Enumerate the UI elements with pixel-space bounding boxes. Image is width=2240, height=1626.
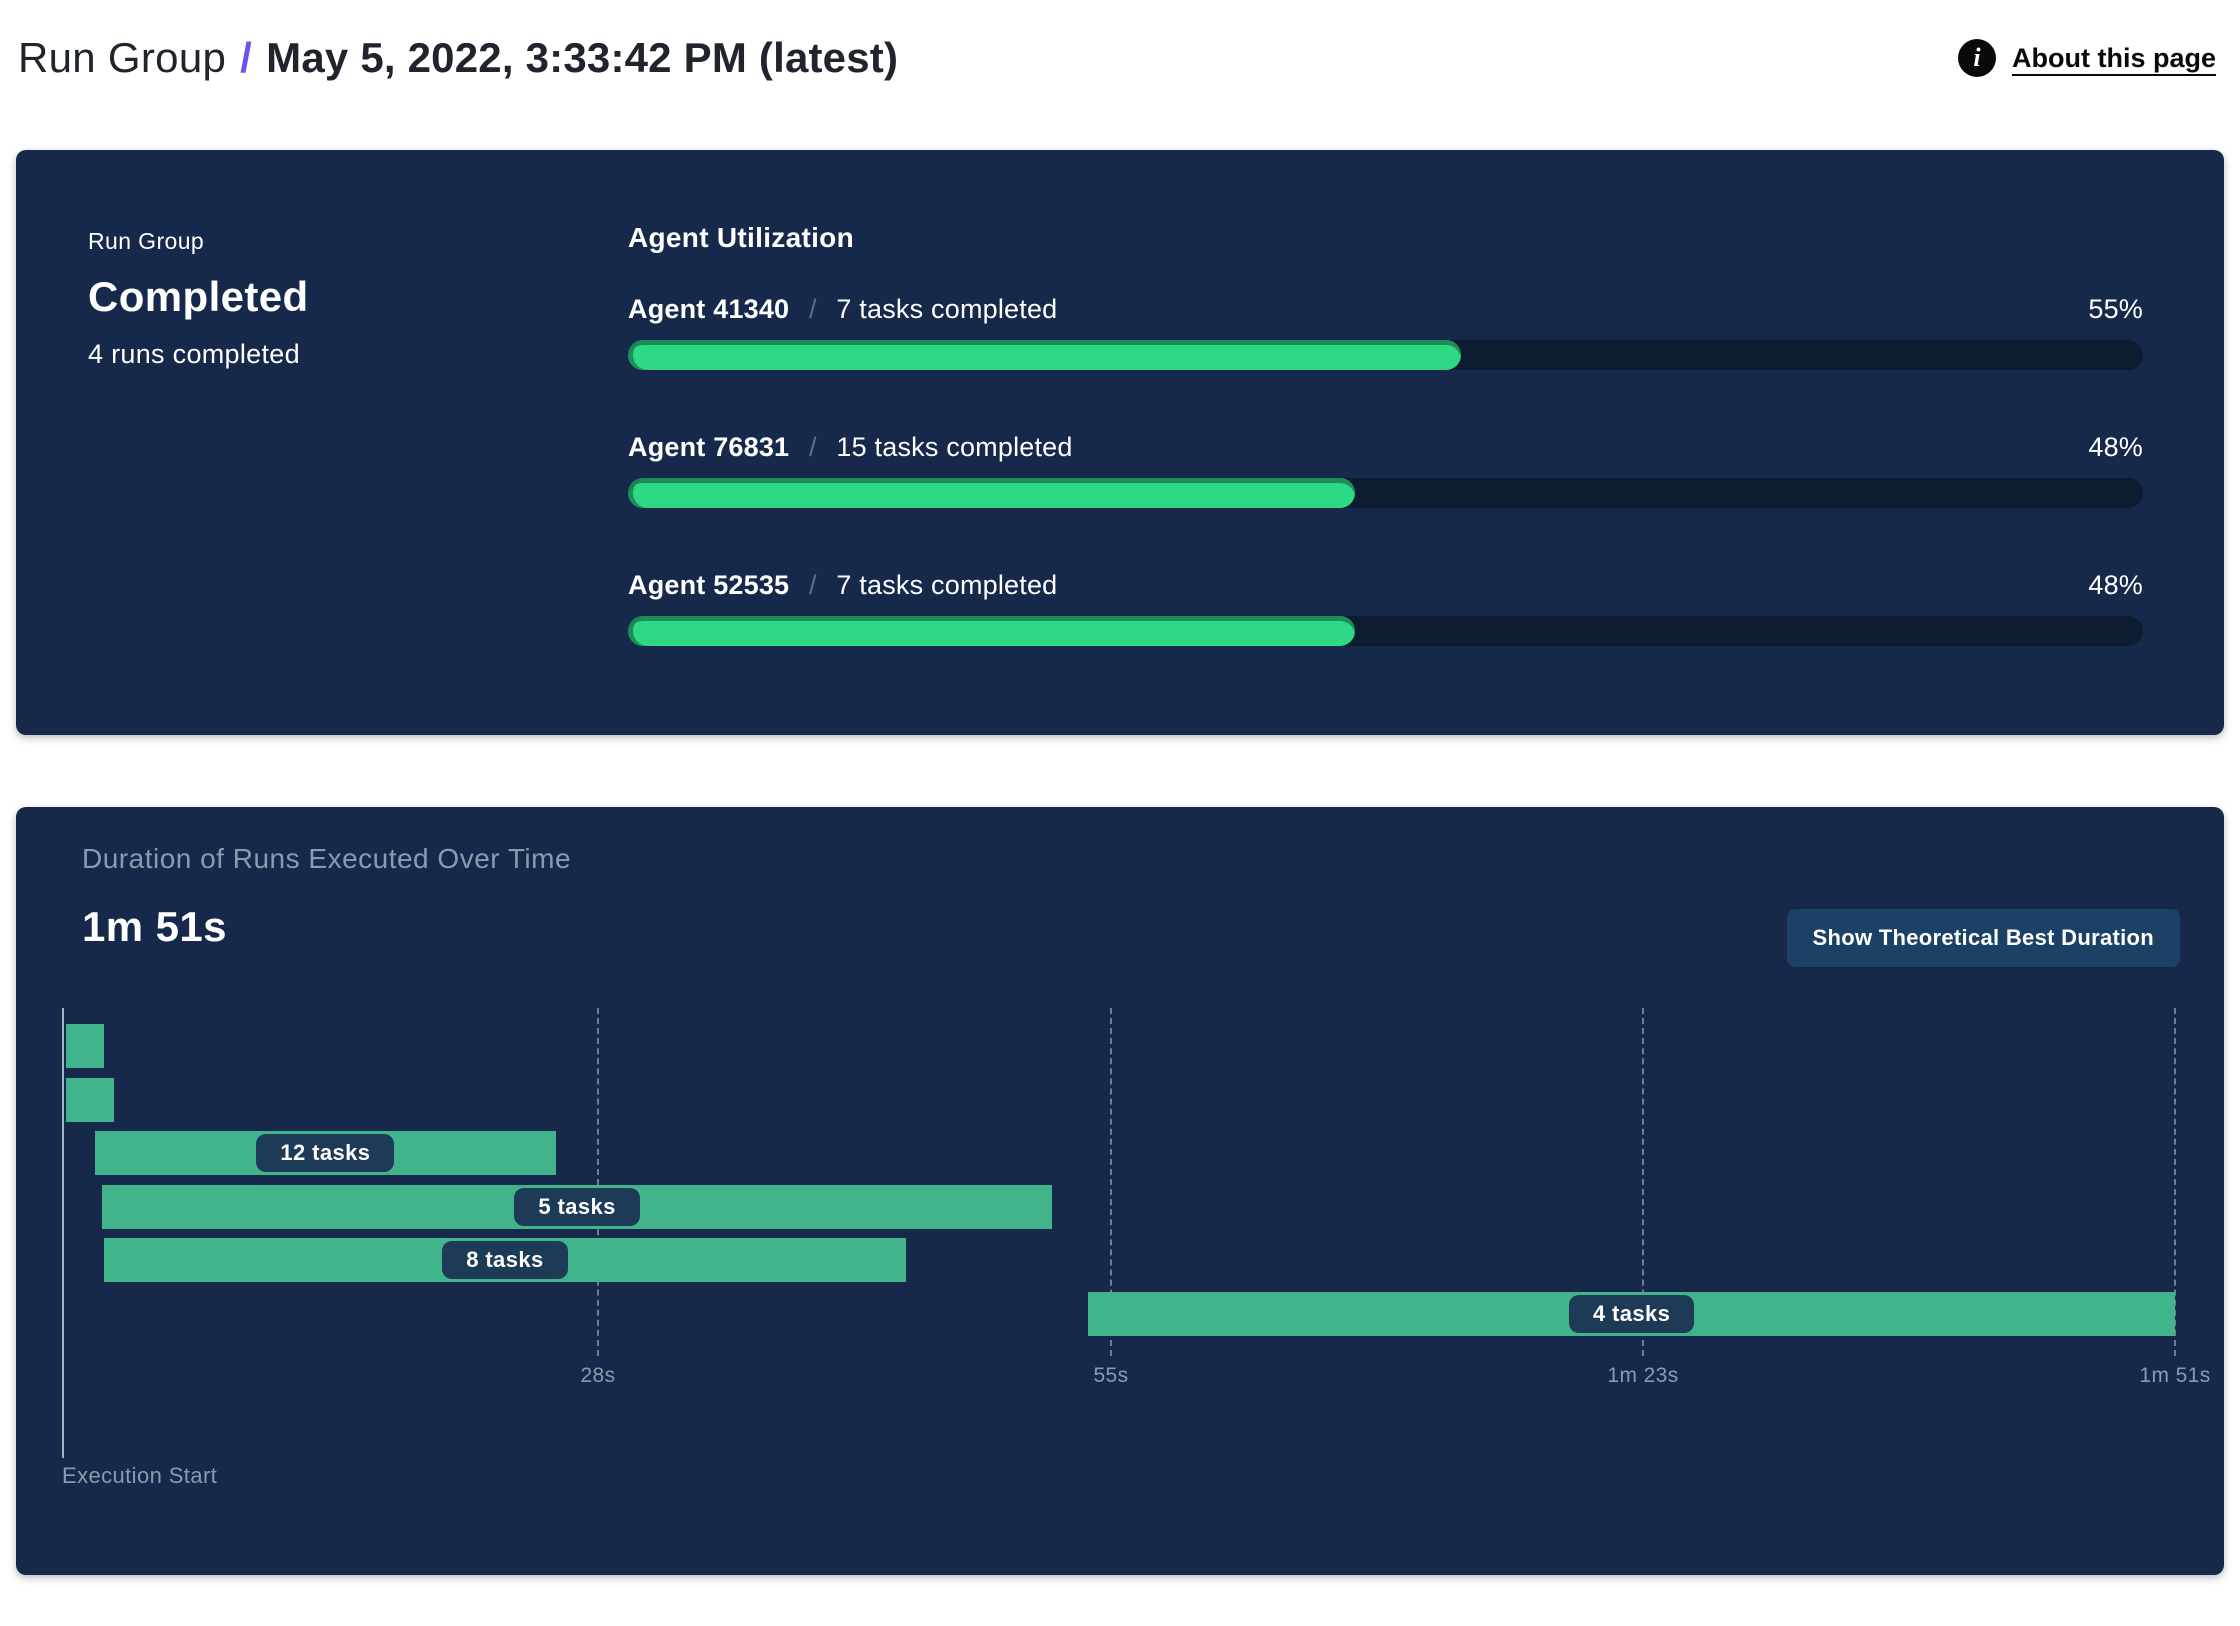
gridline-1m-51s <box>2174 1008 2176 1356</box>
axis-tick-label: 1m 23s <box>1607 1364 1679 1387</box>
breadcrumb-run-group: Run Group <box>18 34 227 81</box>
agent-utilization-rows: Agent 41340 / 7 tasks completed 55% Agen… <box>628 294 2143 646</box>
about-this-page-link[interactable]: About this page <box>2012 42 2216 73</box>
run-bar-2[interactable] <box>66 1077 114 1122</box>
agent-name-separator: / <box>801 432 825 462</box>
agent-utilization-title: Agent Utilization <box>628 222 854 253</box>
utilization-progress-fill <box>628 616 1356 646</box>
gridline-28s <box>597 1008 599 1356</box>
run-group-status-block: Run Group Completed 4 runs completed <box>88 228 309 370</box>
run-group-label: Run Group <box>88 228 205 254</box>
agent-tasks-completed: 7 tasks completed <box>836 570 1058 600</box>
runs-completed-count: 4 runs completed <box>88 339 300 369</box>
gridline-1m-23s <box>1642 1008 1644 1356</box>
agent-utilization-percent: 48% <box>2088 432 2143 462</box>
utilization-progress-track <box>628 340 2143 370</box>
run-bar-6[interactable]: 4 tasks <box>1088 1291 2175 1336</box>
agent-utilization-row: Agent 41340 / 7 tasks completed 55% <box>628 294 2143 370</box>
utilization-progress-track <box>628 616 2143 646</box>
agent-utilization-percent: 55% <box>2088 294 2143 324</box>
agent-name-separator: / <box>801 570 825 600</box>
run-bar-1[interactable] <box>66 1024 104 1068</box>
utilization-progress-fill <box>628 478 1356 508</box>
task-count-pill: 4 tasks <box>1568 1294 1695 1333</box>
agent-name: Agent 76831 <box>628 432 790 462</box>
utilization-progress-track <box>628 478 2143 508</box>
breadcrumb: Run Group / May 5, 2022, 3:33:42 PM (lat… <box>18 34 898 82</box>
axis-tick-label: 28s <box>580 1364 616 1387</box>
agent-utilization-row: Agent 76831 / 15 tasks completed 48% <box>628 432 2143 508</box>
page-header: Run Group / May 5, 2022, 3:33:42 PM (lat… <box>0 0 2240 98</box>
about-this-page[interactable]: i About this page <box>1958 39 2216 77</box>
agent-utilization-percent: 48% <box>2088 570 2143 600</box>
axis-tick-label: 55s <box>1093 1364 1129 1387</box>
run-bar-4[interactable]: 5 tasks <box>102 1184 1053 1229</box>
page-title: May 5, 2022, 3:33:42 PM (latest) <box>266 34 899 81</box>
run-bar-3[interactable]: 12 tasks <box>94 1131 557 1175</box>
agent-name-separator: / <box>801 294 825 324</box>
agent-utilization-row: Agent 52535 / 7 tasks completed 48% <box>628 570 2143 646</box>
task-count-pill: 8 tasks <box>442 1241 568 1279</box>
duration-chart-panel: Duration of Runs Executed Over Time 1m 5… <box>16 807 2224 1575</box>
gantt-chart: 28s 55s 1m 23s 1m 51s 12 tasks 5 tasks 8 tasks… <box>64 1008 2210 1387</box>
execution-start-label: Execution Start <box>62 1463 218 1488</box>
duration-chart-title: Duration of Runs Executed Over Time <box>82 843 572 874</box>
gridline-55s <box>1110 1008 1112 1356</box>
run-bar-5[interactable]: 8 tasks <box>104 1238 906 1282</box>
info-icon[interactable]: i <box>1958 39 1996 77</box>
total-duration-value: 1m 51s <box>82 903 227 950</box>
task-count-pill: 5 tasks <box>514 1187 640 1226</box>
breadcrumb-separator: / <box>240 34 253 81</box>
agent-tasks-completed: 7 tasks completed <box>836 294 1058 324</box>
task-count-pill: 12 tasks <box>256 1134 395 1172</box>
execution-start-axis-line <box>62 1008 64 1458</box>
agent-tasks-completed: 15 tasks completed <box>836 432 1073 462</box>
run-group-summary-panel: Run Group Completed 4 runs completed Age… <box>16 150 2224 735</box>
agent-name: Agent 41340 <box>628 294 790 324</box>
axis-tick-label: 1m 51s <box>2139 1364 2211 1387</box>
agent-utilization-section: Agent Utilization Agent 41340 / 7 tasks … <box>628 222 2143 646</box>
show-theoretical-best-duration-button[interactable]: Show Theoretical Best Duration <box>1786 909 2180 967</box>
run-group-status: Completed <box>88 273 309 320</box>
utilization-progress-fill <box>628 340 1462 370</box>
agent-name: Agent 52535 <box>628 570 790 600</box>
